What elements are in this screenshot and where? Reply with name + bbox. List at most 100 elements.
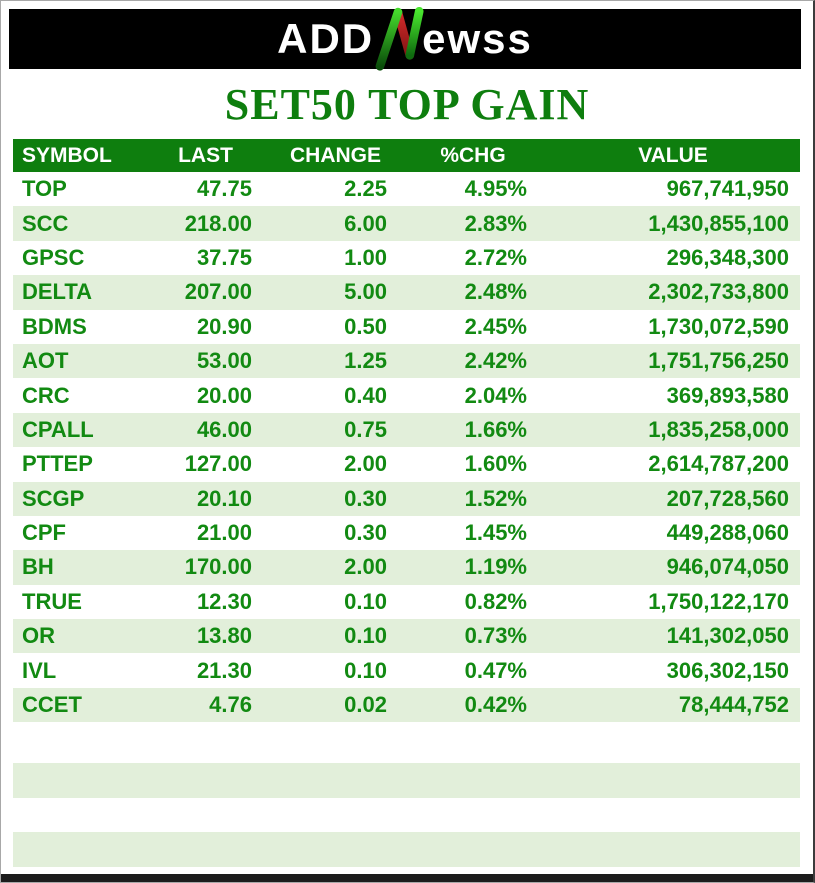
page-title: SET50 TOP GAIN — [224, 79, 590, 129]
cell-symbol: IVL — [22, 657, 57, 683]
table-row: BDMS 20.90 0.50 2.45% 1,730,072,590 — [13, 309, 800, 344]
table-row: CPALL 46.00 0.75 1.66% 1,835,258,000 — [13, 412, 800, 448]
title-wrap: SET50 TOP GAIN — [1, 69, 813, 139]
cell-symbol: PTTEP — [22, 451, 93, 477]
cell-pct-chg: 2.48% — [464, 279, 527, 305]
cell-change: 0.30 — [344, 520, 387, 546]
cell-pct-chg: 1.19% — [464, 554, 527, 580]
cell-symbol: SCGP — [22, 485, 85, 511]
cell-last: 46.00 — [196, 416, 252, 442]
cell-change: 1.25 — [344, 348, 387, 374]
cell-value: 1,751,756,250 — [648, 348, 789, 374]
table-row: GPSC 37.75 1.00 2.72% 296,348,300 — [13, 240, 800, 276]
cell-change: 0.30 — [344, 485, 387, 511]
cell-pct-chg: 2.45% — [464, 313, 527, 339]
cell-pct-chg: 0.47% — [464, 657, 527, 683]
cell-value: 967,741,950 — [666, 176, 789, 202]
table-header-row: SYMBOL LAST CHANGE %CHG VALUE — [13, 139, 800, 172]
table-row: CCET 4.76 0.02 0.42% 78,444,752 — [13, 687, 800, 723]
table-row: SCC 218.00 6.00 2.83% 1,430,855,100 — [13, 206, 800, 241]
cell-last: 37.75 — [196, 244, 252, 270]
header-pct-chg: %CHG — [440, 143, 506, 167]
cell-pct-chg: 2.04% — [464, 382, 527, 408]
cell-pct-chg: 1.60% — [464, 451, 527, 477]
cell-value: 1,750,122,170 — [648, 588, 789, 614]
table-row: AOT 53.00 1.25 2.42% 1,751,756,250 — [13, 343, 800, 379]
cell-change: 5.00 — [344, 279, 387, 305]
cell-last: 170.00 — [184, 554, 252, 580]
cell-symbol: BDMS — [22, 313, 87, 339]
logo-text-suffix: ewss — [422, 15, 533, 62]
cell-pct-chg: 1.52% — [464, 485, 527, 511]
cell-change: 0.10 — [344, 623, 387, 649]
table-row: DELTA 207.00 5.00 2.48% 2,302,733,800 — [13, 275, 800, 310]
header-value: VALUE — [638, 143, 708, 167]
cell-change: 0.10 — [344, 588, 387, 614]
header-symbol: SYMBOL — [22, 143, 112, 167]
candlestick-n-icon — [372, 5, 424, 78]
header-last: LAST — [178, 143, 233, 167]
cell-pct-chg: 4.95% — [464, 176, 527, 202]
cell-change: 0.75 — [344, 416, 387, 442]
cell-change: 6.00 — [344, 210, 387, 236]
cell-symbol: CPALL — [22, 416, 94, 442]
spacer — [1, 722, 813, 763]
table-row: CRC 20.00 0.40 2.04% 369,893,580 — [13, 378, 800, 413]
empty-row-band — [13, 832, 800, 868]
cell-value: 369,893,580 — [666, 382, 789, 408]
cell-symbol: BH — [22, 554, 54, 580]
cell-last: 21.30 — [196, 657, 252, 683]
cell-last: 13.80 — [196, 623, 252, 649]
cell-last: 127.00 — [184, 451, 252, 477]
cell-pct-chg: 2.42% — [464, 348, 527, 374]
cell-value: 946,074,050 — [666, 554, 789, 580]
cell-value: 1,730,072,590 — [648, 313, 789, 339]
cell-last: 47.75 — [196, 176, 252, 202]
cell-symbol: CCET — [22, 692, 82, 718]
cell-symbol: CPF — [22, 520, 66, 546]
top-gain-table: SYMBOL LAST CHANGE %CHG VALUE TOP 47.75 2.… — [13, 139, 800, 723]
cell-symbol: GPSC — [22, 244, 85, 270]
cell-value: 141,302,050 — [666, 623, 789, 649]
cell-change: 0.50 — [344, 313, 387, 339]
cell-change: 1.00 — [344, 244, 387, 270]
table-row: TRUE 12.30 0.10 0.82% 1,750,122,170 — [13, 584, 800, 620]
cell-symbol: DELTA — [22, 279, 93, 305]
cell-value: 1,835,258,000 — [648, 416, 789, 442]
cell-value: 78,444,752 — [678, 692, 789, 718]
cell-value: 449,288,060 — [666, 520, 789, 546]
cell-symbol: TRUE — [22, 588, 82, 614]
header-change: CHANGE — [289, 143, 381, 167]
cell-change: 2.00 — [344, 451, 387, 477]
cell-change: 0.02 — [344, 692, 387, 718]
cell-last: 20.90 — [196, 313, 252, 339]
table-row: OR 13.80 0.10 0.73% 141,302,050 — [13, 619, 800, 654]
cell-symbol: OR — [22, 623, 55, 649]
cell-pct-chg: 1.66% — [464, 416, 527, 442]
cell-last: 53.00 — [196, 348, 252, 374]
cell-symbol: AOT — [22, 348, 69, 374]
cell-symbol: CRC — [22, 382, 70, 408]
cell-pct-chg: 2.83% — [464, 210, 527, 236]
cell-change: 0.40 — [344, 382, 387, 408]
table-row: BH 170.00 2.00 1.19% 946,074,050 — [13, 550, 800, 585]
table-row: IVL 21.30 0.10 0.47% 306,302,150 — [13, 653, 800, 688]
cell-pct-chg: 0.42% — [464, 692, 527, 718]
cell-symbol: TOP — [22, 176, 67, 202]
table-row: SCGP 20.10 0.30 1.52% 207,728,560 — [13, 481, 800, 516]
cell-value: 207,728,560 — [666, 485, 789, 511]
cell-change: 2.00 — [344, 554, 387, 580]
cell-pct-chg: 0.73% — [464, 623, 527, 649]
table-row: CPF 21.00 0.30 1.45% 449,288,060 — [13, 515, 800, 551]
cell-change: 0.10 — [344, 657, 387, 683]
cell-last: 207.00 — [184, 279, 252, 305]
footer-bar — [1, 874, 813, 882]
addnewss-logo: ADD — [277, 3, 533, 76]
table-row: TOP 47.75 2.25 4.95% 967,741,950 — [13, 172, 800, 207]
cell-symbol: SCC — [22, 210, 69, 236]
logo-text-prefix: ADD — [277, 15, 375, 62]
cell-last: 20.00 — [196, 382, 252, 408]
cell-pct-chg: 0.82% — [464, 588, 527, 614]
spacer — [1, 798, 813, 832]
